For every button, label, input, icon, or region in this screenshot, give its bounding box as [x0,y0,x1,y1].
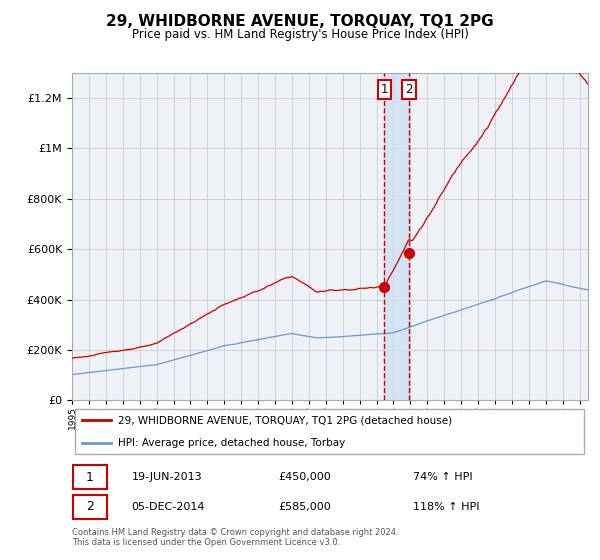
Text: £450,000: £450,000 [278,472,331,482]
Text: HPI: Average price, detached house, Torbay: HPI: Average price, detached house, Torb… [118,438,346,448]
Text: £585,000: £585,000 [278,502,331,512]
FancyBboxPatch shape [74,409,584,454]
Text: 29, WHIDBORNE AVENUE, TORQUAY, TQ1 2PG (detached house): 29, WHIDBORNE AVENUE, TORQUAY, TQ1 2PG (… [118,416,452,426]
Text: 29, WHIDBORNE AVENUE, TORQUAY, TQ1 2PG: 29, WHIDBORNE AVENUE, TORQUAY, TQ1 2PG [106,14,494,29]
Text: 19-JUN-2013: 19-JUN-2013 [131,472,202,482]
Text: 2: 2 [405,83,413,96]
Text: Contains HM Land Registry data © Crown copyright and database right 2024.
This d: Contains HM Land Registry data © Crown c… [72,528,398,547]
Bar [385,73,409,400]
Text: 05-DEC-2014: 05-DEC-2014 [131,502,205,512]
Text: Price paid vs. HM Land Registry's House Price Index (HPI): Price paid vs. HM Land Registry's House … [131,28,469,41]
Text: 1: 1 [381,83,388,96]
FancyBboxPatch shape [73,465,107,489]
FancyBboxPatch shape [73,494,107,519]
Text: 118% ↑ HPI: 118% ↑ HPI [413,502,479,512]
Text: 74% ↑ HPI: 74% ↑ HPI [413,472,472,482]
Text: 2: 2 [86,500,94,513]
Text: 1: 1 [86,471,94,484]
